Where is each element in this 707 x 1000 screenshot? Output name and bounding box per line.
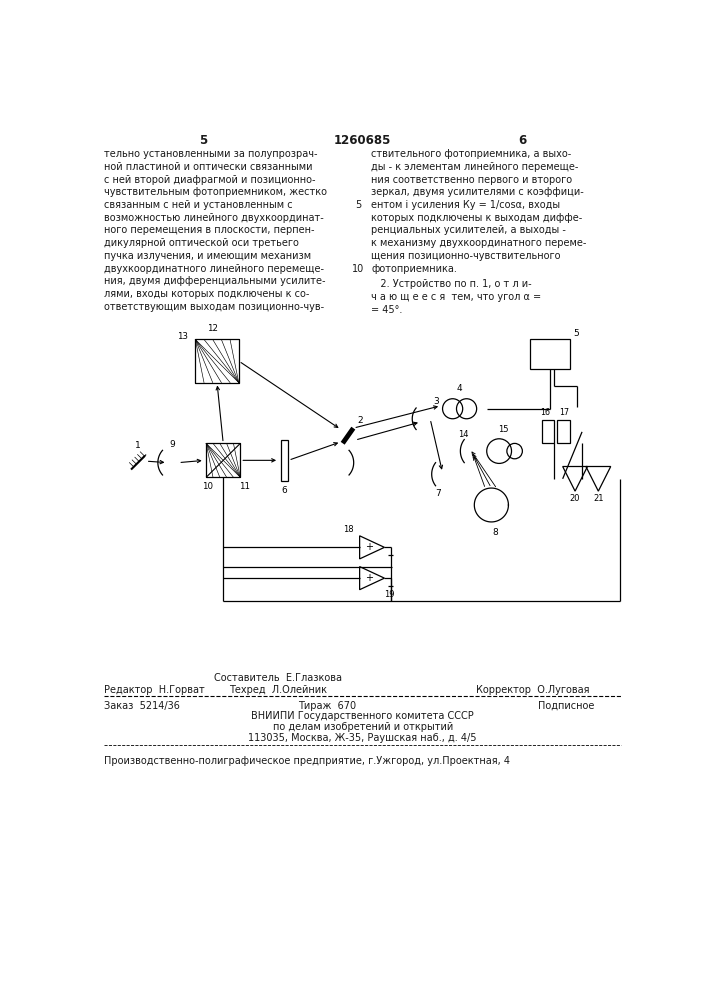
Text: связанным с ней и установленным с: связанным с ней и установленным с [104, 200, 293, 210]
Text: с ней второй диафрагмой и позиционно-: с ней второй диафрагмой и позиционно- [104, 175, 315, 185]
Text: двухкоординатного линейного перемеще-: двухкоординатного линейного перемеще- [104, 264, 324, 274]
Text: лями, входы которых подключены к со-: лями, входы которых подключены к со- [104, 289, 309, 299]
Text: 6: 6 [518, 134, 527, 147]
Text: 113035, Москва, Ж-35, Раушская наб., д. 4/5: 113035, Москва, Ж-35, Раушская наб., д. … [248, 733, 477, 743]
Text: пучка излучения, и имеющим механизм: пучка излучения, и имеющим механизм [104, 251, 311, 261]
Text: 19: 19 [384, 590, 395, 599]
Text: 17: 17 [560, 408, 570, 417]
Text: 5: 5 [199, 134, 207, 147]
Text: Редактор  Н.Горват: Редактор Н.Горват [104, 685, 204, 695]
Text: тельно установленными за полупрозрач-: тельно установленными за полупрозрач- [104, 149, 317, 159]
Text: к механизму двухкоординатного переме-: к механизму двухкоординатного переме- [371, 238, 587, 248]
Text: Производственно-полиграфическое предприятие, г.Ужгород, ул.Проектная, 4: Производственно-полиграфическое предприя… [104, 756, 510, 766]
Bar [281, 440, 288, 481]
Text: 10: 10 [202, 482, 214, 491]
Text: = 45°.: = 45°. [371, 305, 402, 315]
Bar [206, 443, 240, 477]
Text: 14: 14 [458, 430, 469, 439]
Bar [542, 420, 554, 443]
Text: ч а ю щ е е с я  тем, что угол α =: ч а ю щ е е с я тем, что угол α = [371, 292, 542, 302]
Text: 16: 16 [540, 408, 551, 417]
Text: ния, двумя дифференциальными усилите-: ния, двумя дифференциальными усилите- [104, 276, 325, 286]
Text: +: + [365, 573, 373, 583]
Text: ответствующим выходам позиционно-чув-: ответствующим выходам позиционно-чув- [104, 302, 324, 312]
Text: ренциальных усилителей, а выходы -: ренциальных усилителей, а выходы - [371, 225, 566, 235]
Text: 7: 7 [435, 489, 440, 498]
Text: 5: 5 [355, 200, 361, 210]
Text: Заказ  5214/36: Заказ 5214/36 [104, 701, 180, 711]
Text: 2. Устройство по п. 1, о т л и-: 2. Устройство по п. 1, о т л и- [371, 279, 532, 289]
Text: ния соответственно первого и второго: ния соответственно первого и второго [371, 175, 573, 185]
Text: 18: 18 [344, 525, 354, 534]
Text: ВНИИПИ Государственного комитета СССР: ВНИИПИ Государственного комитета СССР [252, 711, 474, 721]
Text: ного перемещения в плоскости, перпен-: ного перемещения в плоскости, перпен- [104, 225, 315, 235]
Text: 1260685: 1260685 [334, 134, 392, 147]
Text: 12: 12 [207, 324, 218, 333]
Text: зеркал, двумя усилителями с коэффици-: зеркал, двумя усилителями с коэффици- [371, 187, 584, 197]
Bar [530, 339, 571, 369]
Text: которых подключены к выходам диффе-: которых подключены к выходам диффе- [371, 213, 583, 223]
Text: Тираж  670: Тираж 670 [298, 701, 356, 711]
Text: ентом i усиления Ку = 1/cosα, входы: ентом i усиления Ку = 1/cosα, входы [371, 200, 561, 210]
Text: 21: 21 [593, 494, 604, 503]
Text: 13: 13 [177, 332, 189, 341]
Text: 9: 9 [169, 440, 175, 449]
Text: 4: 4 [457, 384, 462, 393]
Text: ствительного фотоприемника, а выхо-: ствительного фотоприемника, а выхо- [371, 149, 571, 159]
Text: 2: 2 [358, 416, 363, 425]
Text: Корректор  О.Луговая: Корректор О.Луговая [476, 685, 590, 695]
Text: по делам изобретений и открытий: по делам изобретений и открытий [273, 722, 453, 732]
Text: чувствительным фотоприемником, жестко: чувствительным фотоприемником, жестко [104, 187, 327, 197]
Text: Составитель  Е.Глазкова: Составитель Е.Глазкова [214, 673, 342, 683]
Text: 3: 3 [433, 397, 439, 406]
Text: Подписное: Подписное [538, 701, 595, 711]
Text: 15: 15 [498, 425, 508, 434]
Text: возможностью линейного двухкоординат-: возможностью линейного двухкоординат- [104, 213, 324, 223]
Text: 10: 10 [352, 264, 364, 274]
Text: 8: 8 [492, 528, 498, 537]
Bar [557, 420, 570, 443]
Text: ды - к элементам линейного перемеще-: ды - к элементам линейного перемеще- [371, 162, 578, 172]
Text: 6: 6 [281, 486, 287, 495]
Text: фотоприемника.: фотоприемника. [371, 264, 457, 274]
Text: 20: 20 [570, 494, 580, 503]
Text: щения позиционно-чувствительного: щения позиционно-чувствительного [371, 251, 561, 261]
Text: ной пластиной и оптически связанными: ной пластиной и оптически связанными [104, 162, 312, 172]
Text: 5: 5 [574, 329, 580, 338]
Text: дикулярной оптической оси третьего: дикулярной оптической оси третьего [104, 238, 299, 248]
Text: 11: 11 [240, 482, 250, 491]
Bar [195, 339, 239, 383]
Text: Техред  Л.Олейник: Техред Л.Олейник [229, 685, 327, 695]
Text: 1: 1 [135, 441, 141, 450]
Text: +: + [365, 542, 373, 552]
